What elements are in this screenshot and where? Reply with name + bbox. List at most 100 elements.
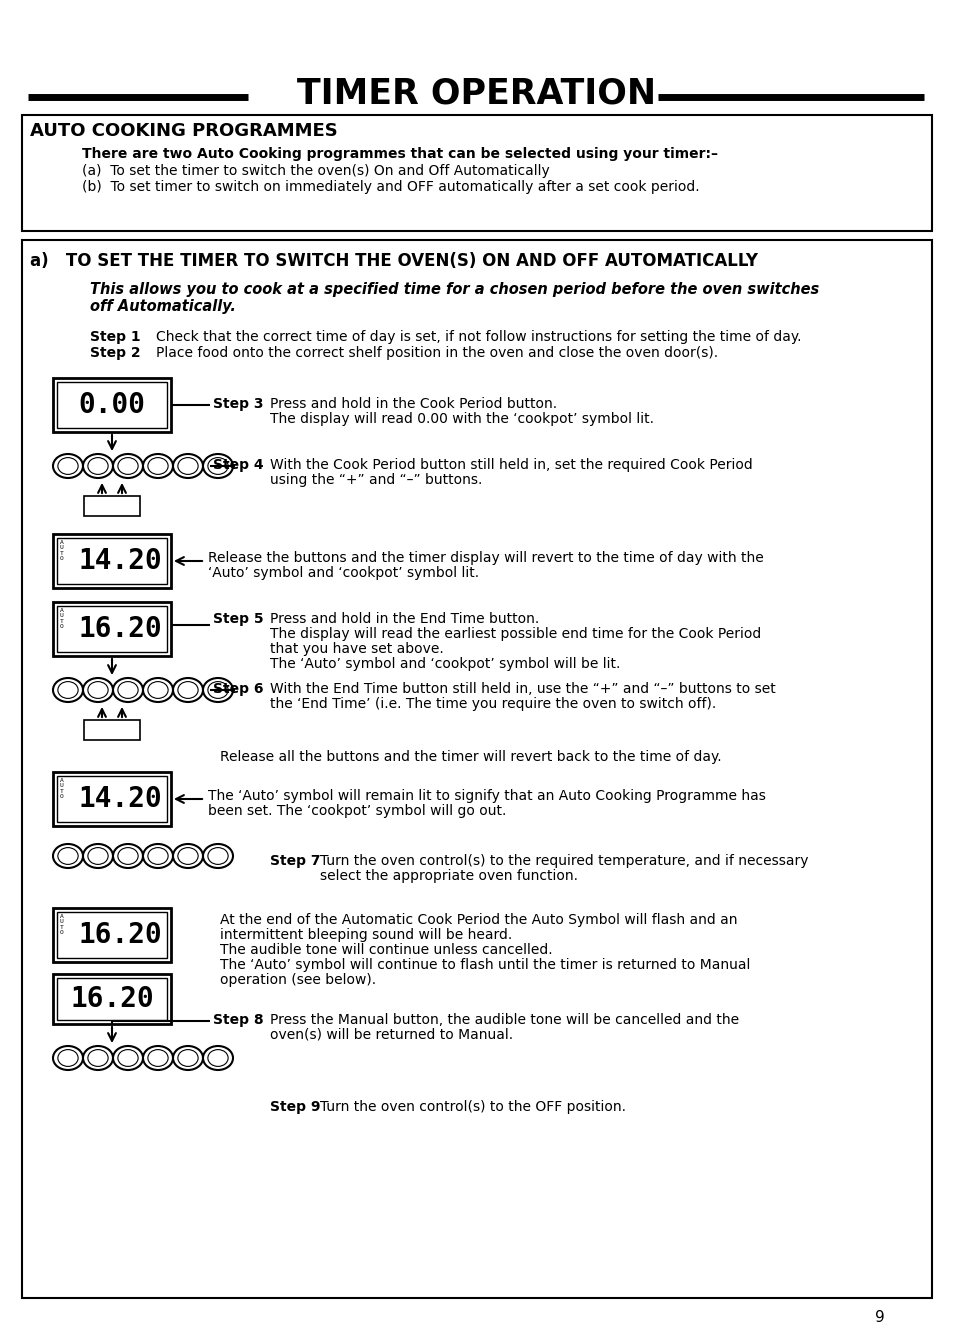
Bar <box>57 382 167 428</box>
Bar <box>53 974 171 1023</box>
Text: Place food onto the correct shelf position in the oven and close the oven door(s: Place food onto the correct shelf positi… <box>156 346 718 359</box>
Ellipse shape <box>177 847 198 864</box>
Bar <box>84 496 140 516</box>
Ellipse shape <box>208 681 228 699</box>
Ellipse shape <box>112 1046 143 1070</box>
Ellipse shape <box>58 847 78 864</box>
Bar <box>57 776 167 822</box>
Text: Step 1: Step 1 <box>90 330 140 343</box>
Ellipse shape <box>88 458 108 474</box>
Ellipse shape <box>177 458 198 474</box>
Text: Step 4: Step 4 <box>213 458 263 472</box>
Ellipse shape <box>118 458 138 474</box>
Text: 16.20: 16.20 <box>78 921 162 949</box>
Text: Step 8: Step 8 <box>213 1013 263 1027</box>
Text: oven(s) will be returned to Manual.: oven(s) will be returned to Manual. <box>270 1027 513 1042</box>
Text: This allows you to cook at a specified time for a chosen period before the oven : This allows you to cook at a specified t… <box>90 282 819 314</box>
Text: Release the buttons and the timer display will revert to the time of day with th: Release the buttons and the timer displa… <box>208 550 763 565</box>
Ellipse shape <box>148 847 168 864</box>
Text: (a)  To set the timer to switch the oven(s) On and Off Automatically: (a) To set the timer to switch the oven(… <box>82 164 549 178</box>
Ellipse shape <box>208 458 228 474</box>
Bar <box>57 607 167 652</box>
Text: a)   TO SET THE TIMER TO SWITCH THE OVEN(S) ON AND OFF AUTOMATICALLY: a) TO SET THE TIMER TO SWITCH THE OVEN(S… <box>30 253 758 270</box>
Text: Step 5: Step 5 <box>213 612 263 627</box>
Ellipse shape <box>112 677 143 701</box>
Text: using the “+” and “–” buttons.: using the “+” and “–” buttons. <box>270 473 482 488</box>
Ellipse shape <box>143 844 172 868</box>
Ellipse shape <box>143 454 172 478</box>
Text: 9: 9 <box>874 1311 884 1325</box>
Ellipse shape <box>83 844 112 868</box>
Text: There are two Auto Cooking programmes that can be selected using your timer:–: There are two Auto Cooking programmes th… <box>82 147 718 162</box>
Ellipse shape <box>83 1046 112 1070</box>
Text: Turn the oven control(s) to the OFF position.: Turn the oven control(s) to the OFF posi… <box>319 1100 625 1114</box>
Ellipse shape <box>118 1050 138 1066</box>
Ellipse shape <box>203 677 233 701</box>
Ellipse shape <box>208 1050 228 1066</box>
Text: A
U
T
O: A U T O <box>60 540 64 561</box>
Ellipse shape <box>53 844 83 868</box>
Bar <box>22 115 931 231</box>
Ellipse shape <box>53 454 83 478</box>
Text: The ‘Auto’ symbol will continue to flash until the timer is returned to Manual: The ‘Auto’ symbol will continue to flash… <box>220 958 750 973</box>
Ellipse shape <box>172 677 203 701</box>
Ellipse shape <box>58 681 78 699</box>
Ellipse shape <box>53 677 83 701</box>
Text: Step 3: Step 3 <box>213 397 263 411</box>
Text: 16.20: 16.20 <box>71 985 153 1013</box>
Text: With the End Time button still held in, use the “+” and “–” buttons to set: With the End Time button still held in, … <box>270 681 775 696</box>
Text: The display will read 0.00 with the ‘cookpot’ symbol lit.: The display will read 0.00 with the ‘coo… <box>270 411 654 426</box>
Text: Step 9: Step 9 <box>270 1100 320 1114</box>
Text: ‘Auto’ symbol and ‘cookpot’ symbol lit.: ‘Auto’ symbol and ‘cookpot’ symbol lit. <box>208 566 478 580</box>
Text: 14.20: 14.20 <box>78 546 162 574</box>
Text: 14.20: 14.20 <box>78 786 162 814</box>
Ellipse shape <box>203 1046 233 1070</box>
Bar <box>53 908 171 962</box>
Ellipse shape <box>148 681 168 699</box>
Text: At the end of the Automatic Cook Period the Auto Symbol will flash and an: At the end of the Automatic Cook Period … <box>220 912 737 927</box>
Ellipse shape <box>143 1046 172 1070</box>
Ellipse shape <box>172 1046 203 1070</box>
Text: select the appropriate oven function.: select the appropriate oven function. <box>319 868 578 883</box>
Ellipse shape <box>143 677 172 701</box>
Ellipse shape <box>118 681 138 699</box>
Text: Release all the buttons and the timer will revert back to the time of day.: Release all the buttons and the timer wi… <box>220 749 720 764</box>
Text: A
U
T
O: A U T O <box>60 778 64 799</box>
Bar <box>57 912 167 958</box>
Text: With the Cook Period button still held in, set the required Cook Period: With the Cook Period button still held i… <box>270 458 752 472</box>
Bar <box>57 538 167 584</box>
Bar <box>53 378 171 432</box>
Ellipse shape <box>112 454 143 478</box>
Ellipse shape <box>148 458 168 474</box>
Text: that you have set above.: that you have set above. <box>270 643 443 656</box>
Text: Press the Manual button, the audible tone will be cancelled and the: Press the Manual button, the audible ton… <box>270 1013 739 1027</box>
Ellipse shape <box>112 844 143 868</box>
Text: 16.20: 16.20 <box>78 615 162 643</box>
Text: Step 6: Step 6 <box>213 681 263 696</box>
Text: Check that the correct time of day is set, if not follow instructions for settin: Check that the correct time of day is se… <box>156 330 801 343</box>
Ellipse shape <box>83 454 112 478</box>
Text: (b)  To set timer to switch on immediately and OFF automatically after a set coo: (b) To set timer to switch on immediatel… <box>82 180 699 194</box>
Ellipse shape <box>53 1046 83 1070</box>
Text: intermittent bleeping sound will be heard.: intermittent bleeping sound will be hear… <box>220 929 512 942</box>
Text: the ‘End Time’ (i.e. The time you require the oven to switch off).: the ‘End Time’ (i.e. The time you requir… <box>270 697 716 711</box>
Ellipse shape <box>148 1050 168 1066</box>
Text: The audible tone will continue unless cancelled.: The audible tone will continue unless ca… <box>220 943 552 957</box>
Ellipse shape <box>172 454 203 478</box>
Text: Step 2: Step 2 <box>90 346 140 359</box>
Ellipse shape <box>118 847 138 864</box>
Ellipse shape <box>58 458 78 474</box>
Text: 0.00: 0.00 <box>78 391 146 420</box>
Bar <box>57 978 167 1019</box>
Bar <box>53 534 171 588</box>
Bar <box>22 240 931 1299</box>
Ellipse shape <box>58 1050 78 1066</box>
Text: been set. The ‘cookpot’ symbol will go out.: been set. The ‘cookpot’ symbol will go o… <box>208 804 506 818</box>
Ellipse shape <box>88 1050 108 1066</box>
Text: Press and hold in the End Time button.: Press and hold in the End Time button. <box>270 612 538 627</box>
Ellipse shape <box>203 454 233 478</box>
Bar <box>53 603 171 656</box>
Ellipse shape <box>177 1050 198 1066</box>
Text: The display will read the earliest possible end time for the Cook Period: The display will read the earliest possi… <box>270 627 760 641</box>
Text: A
U
T
O: A U T O <box>60 608 64 629</box>
